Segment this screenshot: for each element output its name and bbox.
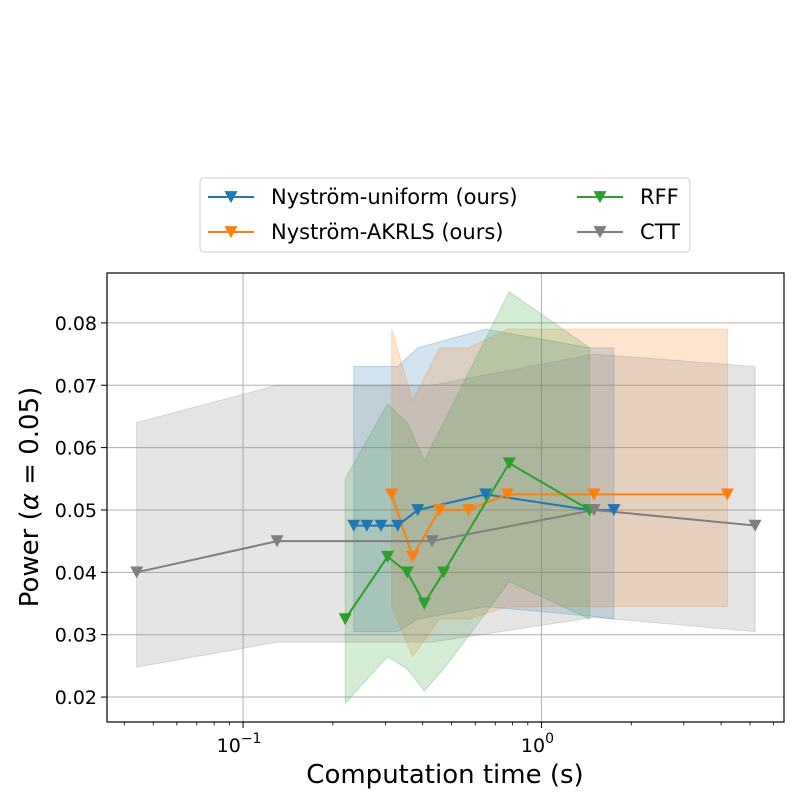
y-axis-title: Power (α = 0.05) xyxy=(15,387,45,608)
y-tick-label: 0.03 xyxy=(55,625,97,647)
legend-label-1: Nyström-uniform (ours) xyxy=(271,185,518,209)
marker-series-2 xyxy=(587,488,601,501)
legend-frame xyxy=(199,177,691,253)
plot-frame xyxy=(106,272,785,723)
marker-series-3 xyxy=(381,550,395,563)
marker-series-2 xyxy=(432,504,446,517)
marker-series-2 xyxy=(501,488,515,501)
marker-series-2 xyxy=(720,488,734,501)
marker-series-1 xyxy=(391,519,405,532)
marker-series-3 xyxy=(417,597,431,610)
y-tick-label: 0.06 xyxy=(55,438,97,460)
y-tick-label: 0.02 xyxy=(55,687,97,709)
marker-series-3 xyxy=(502,457,516,470)
y-tick-label: 0.05 xyxy=(55,500,97,522)
marker-series-1 xyxy=(347,519,361,532)
legend-label-2: Nyström-AKRLS (ours) xyxy=(271,220,503,244)
marker-series-3 xyxy=(338,613,352,626)
marker-series-4 xyxy=(425,535,439,548)
y-tick-label: 0.07 xyxy=(55,375,97,397)
legend-label-4: CTT xyxy=(640,220,680,244)
marker-series-4 xyxy=(587,504,601,517)
legend-label-3: RFF xyxy=(640,185,679,209)
legend-marker-2 xyxy=(224,226,238,239)
marker-series-1 xyxy=(607,504,621,517)
x-tick-base: 10 xyxy=(521,735,545,757)
x-tick-exponent: −1 xyxy=(241,731,262,747)
marker-series-2 xyxy=(406,550,420,563)
y-tick-label: 0.04 xyxy=(55,562,97,584)
band-series-1 xyxy=(353,328,615,633)
x-tick-label: 10−1 xyxy=(217,731,262,757)
marker-series-2 xyxy=(385,488,399,501)
x-axis-title: Computation time (s) xyxy=(306,760,583,790)
marker-series-1 xyxy=(411,504,425,517)
marker-series-1 xyxy=(374,519,388,532)
legend: Nyström-uniform (ours) Nyström-AKRLS (our… xyxy=(199,177,691,253)
legend-marker-4 xyxy=(593,226,607,239)
marker-series-3 xyxy=(400,566,414,579)
marker-series-1 xyxy=(360,519,374,532)
marker-series-4 xyxy=(130,566,144,579)
band-series-3 xyxy=(344,290,591,705)
x-tick-exponent: 0 xyxy=(545,731,554,747)
x-tick-base: 10 xyxy=(217,735,241,757)
marker-series-2 xyxy=(462,504,476,517)
marker-series-3 xyxy=(437,566,451,579)
legend-marker-1 xyxy=(224,191,238,204)
series-markers xyxy=(130,457,762,626)
y-tick-label: 0.08 xyxy=(55,313,97,335)
legend-marker-3 xyxy=(593,191,607,204)
marker-series-4 xyxy=(748,519,762,532)
marker-series-4 xyxy=(270,535,284,548)
x-tick-label: 100 xyxy=(521,731,554,757)
marker-series-1 xyxy=(479,488,493,501)
